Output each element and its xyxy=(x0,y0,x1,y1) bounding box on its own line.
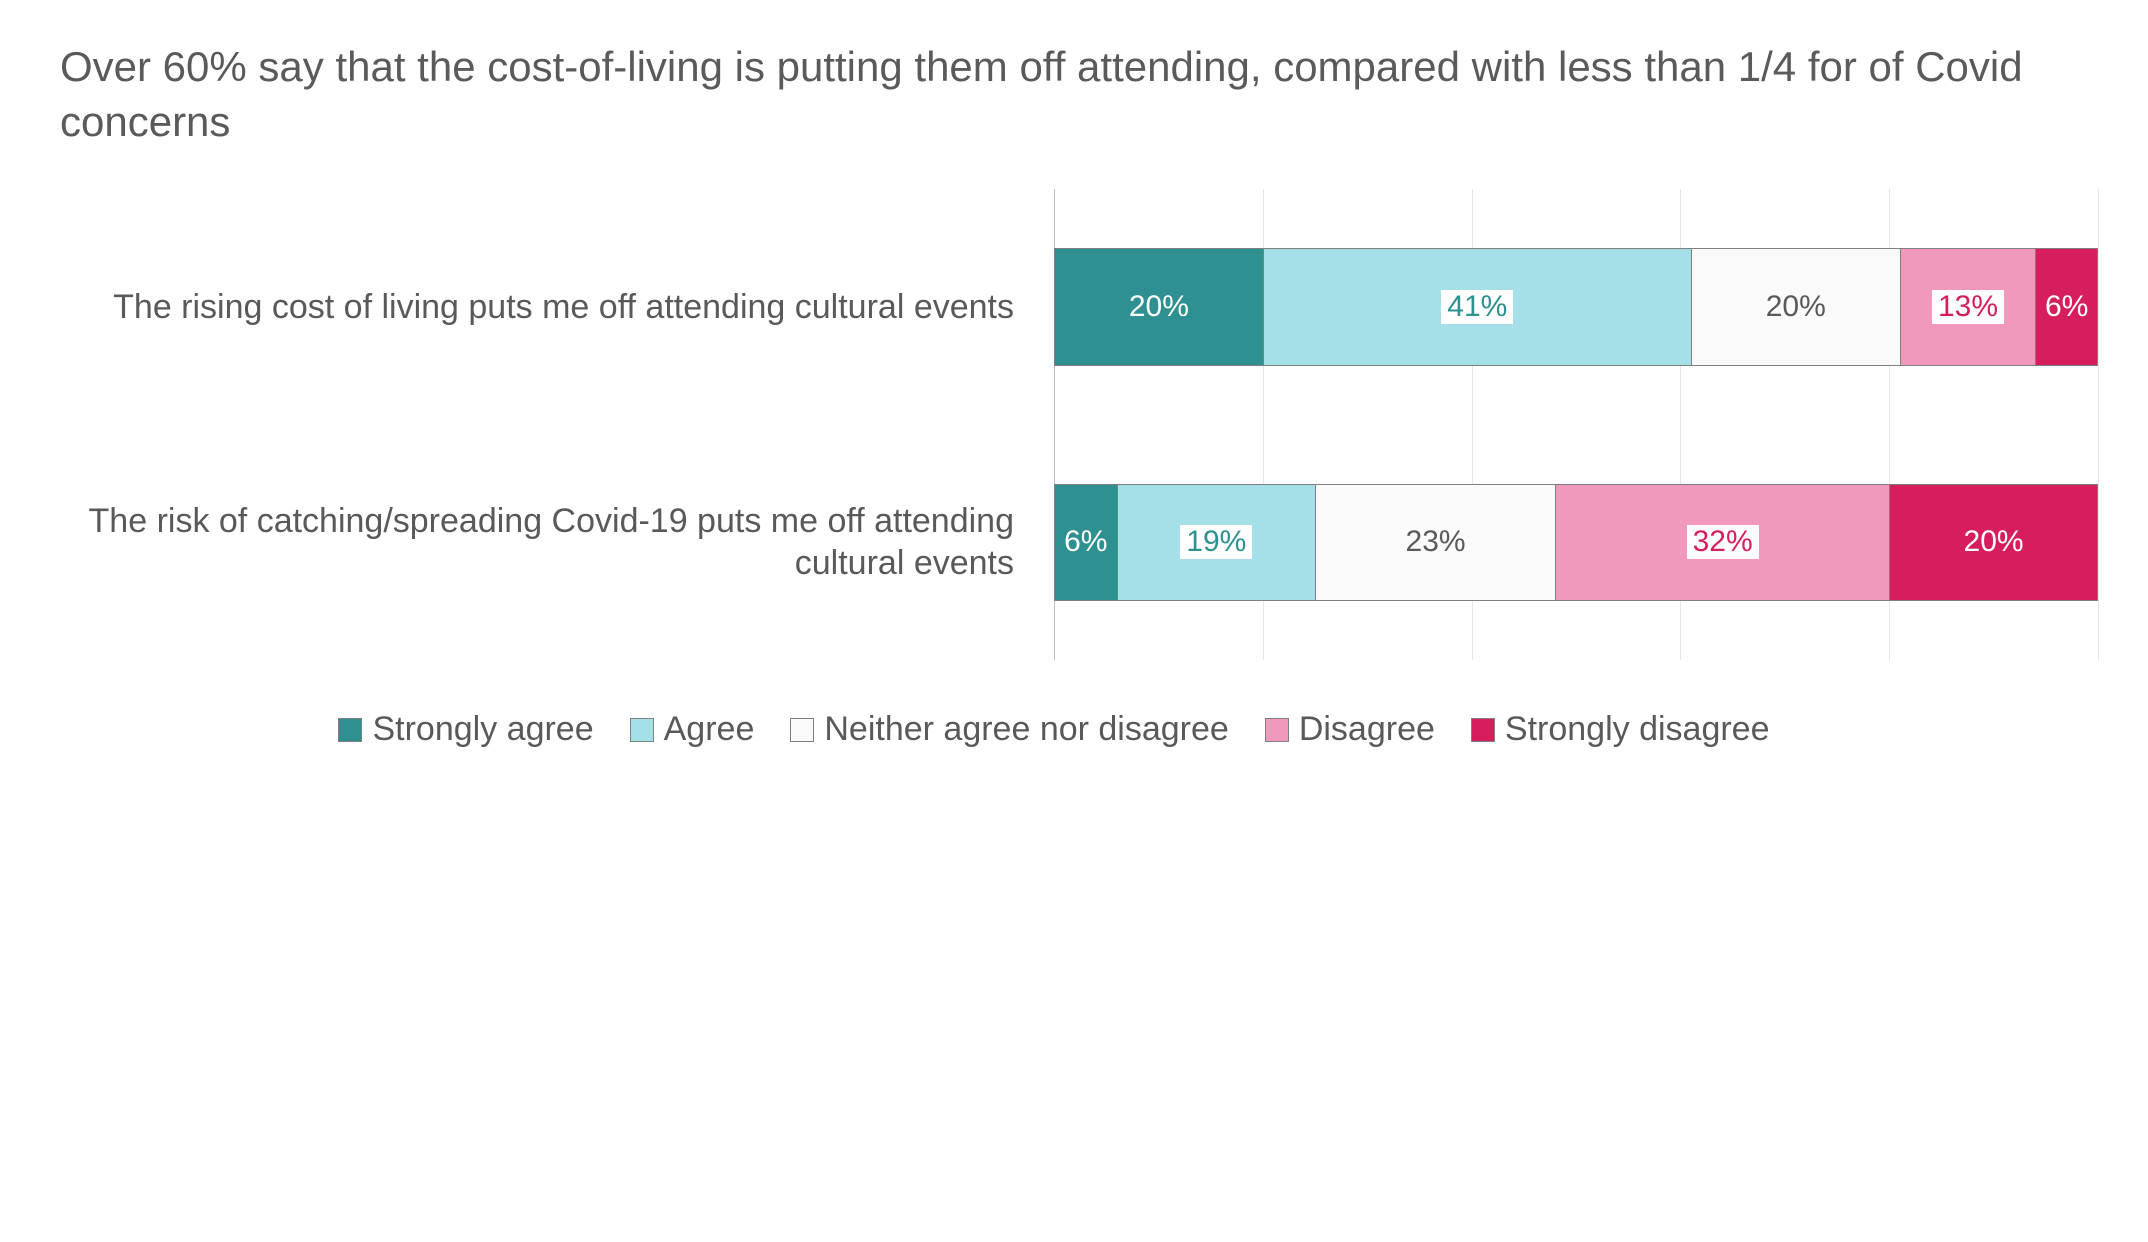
legend-item: Neither agree nor disagree xyxy=(790,710,1228,749)
legend-swatch xyxy=(1471,718,1495,742)
segment-value: 20% xyxy=(1123,290,1195,324)
chart-area: The rising cost of living puts me off at… xyxy=(10,189,2098,749)
legend-item: Strongly disagree xyxy=(1471,710,1770,749)
segment-value: 23% xyxy=(1400,525,1472,559)
legend-label: Neither agree nor disagree xyxy=(824,710,1228,749)
legend-item: Agree xyxy=(630,710,755,749)
segment-value: 6% xyxy=(1058,525,1113,559)
segment-value: 20% xyxy=(1958,525,2030,559)
legend-swatch xyxy=(338,718,362,742)
bar-segment: 23% xyxy=(1315,484,1555,602)
legend-label: Agree xyxy=(664,710,755,749)
row-label: The rising cost of living puts me off at… xyxy=(10,286,1054,329)
legend: Strongly agree Agree Neither agree nor dis… xyxy=(10,710,2098,749)
row-label: The risk of catching/spreading Covid-19 … xyxy=(10,500,1054,585)
legend-item: Disagree xyxy=(1265,710,1435,749)
bar-segment: 20% xyxy=(1691,248,1900,366)
chart-title: Over 60% say that the cost-of-living is … xyxy=(60,40,2098,149)
bar-segment: 20% xyxy=(1889,484,2098,602)
bar-segment: 41% xyxy=(1263,248,1691,366)
bar-segment: 32% xyxy=(1555,484,1889,602)
segment-value: 6% xyxy=(2039,290,2094,324)
segment-value: 20% xyxy=(1760,290,1832,324)
bar-segment: 6% xyxy=(2035,248,2098,366)
bar: 20% 41% 20% 13% 6% xyxy=(1054,248,2098,366)
bar-segment: 20% xyxy=(1054,248,1263,366)
legend-item: Strongly agree xyxy=(338,710,593,749)
segment-value: 13% xyxy=(1932,290,2004,324)
legend-swatch xyxy=(1265,718,1289,742)
legend-label: Strongly disagree xyxy=(1505,710,1770,749)
segment-value: 32% xyxy=(1687,525,1759,559)
legend-swatch xyxy=(630,718,654,742)
bar-row: The rising cost of living puts me off at… xyxy=(10,189,2098,425)
bar: 6% 19% 23% 32% 20% xyxy=(1054,484,2098,602)
legend-label: Disagree xyxy=(1299,710,1435,749)
bar-segment: 19% xyxy=(1117,484,1315,602)
plot: The rising cost of living puts me off at… xyxy=(10,189,2098,660)
legend-swatch xyxy=(790,718,814,742)
gridline xyxy=(2098,189,2099,660)
bar-segment: 13% xyxy=(1900,248,2036,366)
bar-segment: 6% xyxy=(1054,484,1117,602)
legend-label: Strongly agree xyxy=(372,710,593,749)
segment-value: 19% xyxy=(1180,525,1252,559)
bar-row: The risk of catching/spreading Covid-19 … xyxy=(10,425,2098,661)
segment-value: 41% xyxy=(1441,290,1513,324)
